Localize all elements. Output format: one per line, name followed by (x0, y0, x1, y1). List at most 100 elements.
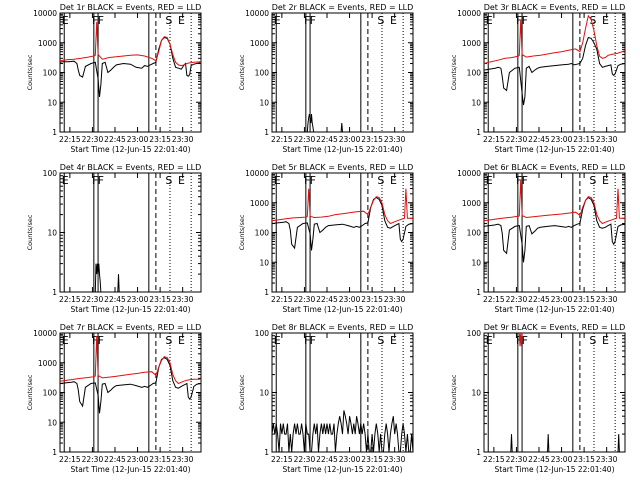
series-events-line (340, 122, 343, 133)
plot-frame (271, 172, 414, 293)
x-axis-title: Start Time (12-Jun-15 22:01:40) (495, 305, 615, 314)
y-tick-label: 10 (259, 389, 269, 398)
y-tick-label: 1000 (250, 199, 269, 208)
x-tick-label: 23:00 (551, 135, 573, 144)
marker-letter: E (486, 174, 493, 187)
x-tick-label: 23:00 (339, 295, 361, 304)
y-tick-label: 1 (476, 128, 481, 137)
marker-letter: F (310, 334, 316, 347)
marker-letter: E (602, 174, 609, 187)
marker-letter: F (522, 174, 528, 187)
series-events-line (306, 114, 315, 133)
x-tick-label: 22:30 (506, 295, 528, 304)
panel-title: Det 1r BLACK = Events, RED = LLD (60, 3, 202, 12)
series-events-line (483, 196, 626, 263)
x-tick-label: 22:30 (506, 455, 528, 464)
y-tick-label: 10 (471, 258, 481, 267)
panel-title: Det 8r BLACK = Events, RED = LLD (272, 323, 414, 332)
marker-letter: E (390, 334, 397, 347)
x-tick-label: 23:15 (573, 295, 595, 304)
series-lld-line (59, 335, 201, 385)
x-tick-label: 22:45 (528, 295, 550, 304)
marker-letter: F (516, 14, 522, 27)
marker-letter: E (486, 334, 493, 347)
x-tick-label: 22:45 (316, 455, 338, 464)
marker-letter: F (92, 174, 98, 187)
x-tick-label: 23:30 (172, 455, 194, 464)
marker-letter: E (274, 14, 281, 27)
marker-letter: S (377, 14, 384, 27)
marker-letter: F (310, 14, 316, 27)
y-tick-label: 1000 (462, 39, 481, 48)
x-axis-title: Start Time (12-Jun-15 22:01:40) (495, 465, 615, 474)
x-tick-label: 23:30 (596, 295, 618, 304)
marker-letter: S (589, 334, 596, 347)
marker-letter: E (178, 174, 185, 187)
x-tick-label: 22:15 (59, 455, 81, 464)
marker-letter: F (516, 334, 522, 347)
y-tick-label: 10000 (33, 329, 57, 338)
marker-letter: F (304, 334, 310, 347)
x-tick-label: 23:30 (172, 295, 194, 304)
x-axis-title: Start Time (12-Jun-15 22:01:40) (283, 305, 403, 314)
x-tick-label: 23:00 (551, 295, 573, 304)
marker-letter: E (390, 174, 397, 187)
x-tick-label: 23:00 (127, 295, 149, 304)
plot-frame (59, 172, 202, 293)
marker-letter: F (98, 334, 104, 347)
marker-letter: E (274, 174, 281, 187)
y-axis-title: Counts/sec (238, 54, 246, 90)
plot-frame (59, 12, 202, 133)
y-axis-title: Counts/sec (450, 374, 458, 410)
panel-title: Det 5r BLACK = Events, RED = LLD (272, 163, 414, 172)
marker-letter: S (165, 334, 172, 347)
panel-title: Det 3r BLACK = Events, RED = LLD (484, 3, 626, 12)
series-events-line (483, 36, 626, 106)
y-tick-label: 1 (264, 288, 269, 297)
marker-letter: E (178, 334, 185, 347)
x-tick-label: 22:15 (271, 455, 293, 464)
x-tick-label: 23:00 (127, 455, 149, 464)
marker-letter: F (98, 14, 104, 27)
y-tick-label: 1000 (250, 39, 269, 48)
y-tick-label: 10 (47, 98, 57, 107)
x-tick-label: 22:45 (316, 135, 338, 144)
x-tick-label: 22:30 (82, 295, 104, 304)
marker-letter: E (390, 14, 397, 27)
y-tick-label: 10 (47, 418, 57, 427)
y-tick-label: 10 (47, 229, 57, 238)
x-tick-label: 23:00 (551, 455, 573, 464)
y-tick-label: 10 (471, 389, 481, 398)
y-tick-label: 100 (467, 69, 482, 78)
y-axis-title: Counts/sec (238, 214, 246, 250)
x-tick-label: 22:15 (271, 295, 293, 304)
x-tick-label: 23:15 (361, 295, 383, 304)
panel-title: Det 7r BLACK = Events, RED = LLD (60, 323, 202, 332)
y-tick-label: 1 (476, 448, 481, 457)
x-tick-label: 23:15 (149, 455, 171, 464)
x-tick-label: 22:15 (483, 455, 505, 464)
y-tick-label: 1000 (38, 39, 57, 48)
marker-letter: S (589, 14, 596, 27)
x-tick-label: 22:30 (294, 295, 316, 304)
x-axis-title: Start Time (12-Jun-15 22:01:40) (71, 465, 191, 474)
x-tick-label: 23:30 (596, 455, 618, 464)
x-tick-label: 22:15 (483, 135, 505, 144)
series-events-line (271, 410, 414, 453)
marker-letter: E (274, 334, 281, 347)
y-tick-label: 10000 (457, 9, 481, 18)
y-axis-title: Counts/sec (450, 214, 458, 250)
y-tick-label: 100 (255, 329, 270, 338)
y-tick-label: 100 (43, 389, 58, 398)
y-tick-label: 100 (43, 69, 58, 78)
x-axis-title: Start Time (12-Jun-15 22:01:40) (283, 465, 403, 474)
x-tick-label: 22:15 (483, 295, 505, 304)
y-tick-label: 10 (259, 258, 269, 267)
marker-letter: F (304, 174, 310, 187)
x-tick-label: 23:30 (596, 135, 618, 144)
